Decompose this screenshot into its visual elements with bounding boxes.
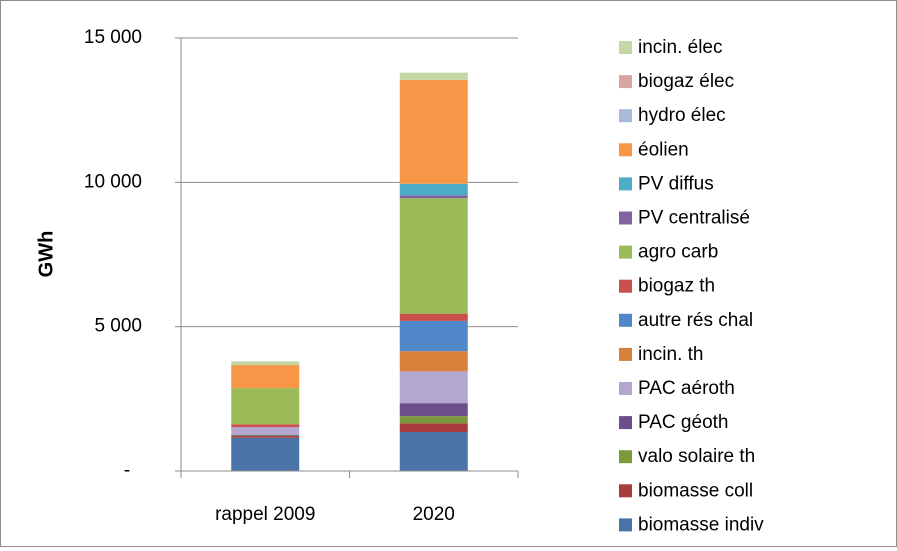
legend-swatch (619, 41, 632, 54)
y-ticks: - 5 000 10 000 15 000 (84, 27, 181, 481)
legend-label: incin. élec (638, 37, 723, 58)
legend-swatch (619, 382, 632, 395)
legend-swatch (619, 109, 632, 123)
legend-label: éolien (638, 139, 689, 160)
legend-swatch (619, 279, 632, 293)
legend-swatch (619, 416, 632, 430)
bar-segment (231, 435, 300, 437)
legend-swatch (619, 484, 632, 498)
legend-swatch (619, 143, 632, 157)
bar-segment (399, 79, 468, 184)
bars (231, 72, 468, 471)
bar-segment (231, 361, 300, 366)
legend-swatch (619, 75, 632, 89)
y-tick-label: 15 000 (84, 27, 142, 48)
legend-label: hydro élec (638, 105, 726, 126)
bar-segment (399, 432, 468, 471)
legend-label: PV centralisé (638, 208, 750, 229)
legend-swatch (619, 518, 632, 532)
bar-segment (399, 351, 468, 372)
bar-segment (399, 371, 468, 404)
legend-label: PAC aéroth (638, 378, 735, 399)
bar-segment (399, 423, 468, 433)
legend-label: biomasse indiv (638, 514, 764, 535)
bar-segment (231, 434, 300, 436)
legend-label: PV diffus (638, 173, 714, 194)
bar-segment (399, 403, 468, 417)
legend-label: PAC géoth (638, 412, 728, 433)
bar-segment (231, 388, 300, 425)
bar-segment (399, 313, 468, 321)
bar-segment (399, 183, 468, 196)
bar-segment (399, 320, 468, 352)
legend-label: agro carb (638, 242, 718, 263)
legend-swatch (619, 211, 632, 225)
legend-label: valo solaire th (638, 446, 755, 467)
bar-segment (231, 424, 300, 428)
bar-segment (231, 427, 300, 435)
bar-segment (231, 365, 300, 389)
y-tick-label: 5 000 (94, 316, 142, 337)
legend-swatch (619, 450, 632, 464)
legend: incin. élec biogaz élec hydro élec éolien PV… (619, 37, 764, 535)
x-tick-label: rappel 2009 (215, 504, 315, 525)
y-tick-label: - (124, 460, 130, 481)
legend-swatch (619, 347, 632, 361)
legend-label: autre rés chal (638, 310, 753, 331)
legend-swatch (619, 177, 632, 191)
x-tick-label: 2020 (413, 504, 455, 525)
legend-swatch (619, 313, 632, 327)
bar-segment (399, 198, 468, 314)
legend-label: biogaz th (638, 276, 715, 297)
bar-segment (399, 72, 468, 80)
legend-label: biogaz élec (638, 71, 734, 92)
legend-label: biomasse coll (638, 480, 753, 501)
bar-segment (399, 195, 468, 199)
bar-segment (231, 437, 300, 471)
legend-label: incin. th (638, 344, 703, 365)
x-ticks: rappel 2009 2020 (180, 471, 519, 525)
y-tick-label: 10 000 (84, 171, 142, 192)
bar-segment (399, 416, 468, 424)
y-axis-label: GWh (35, 231, 57, 278)
bar-segment (231, 436, 300, 438)
legend-swatch (619, 245, 632, 259)
